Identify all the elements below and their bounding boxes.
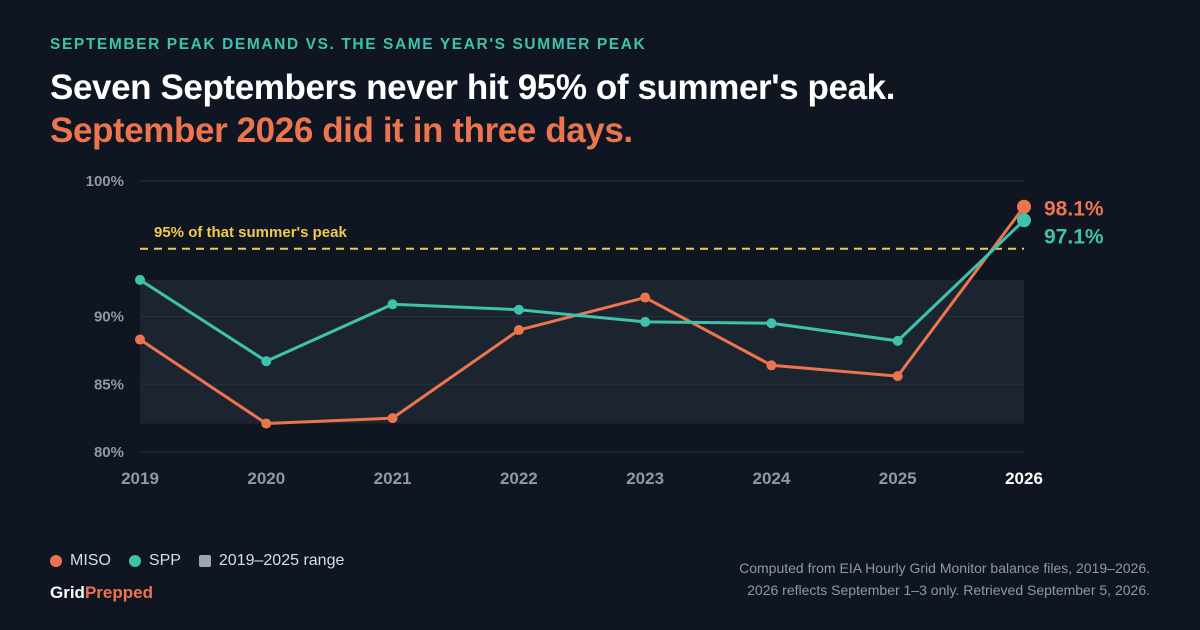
series-line-spp bbox=[138, 218, 1026, 363]
legend-swatch-range bbox=[198, 555, 211, 567]
y-tick-label-90: 90% bbox=[94, 309, 124, 326]
legend-swatch-spp bbox=[128, 555, 141, 567]
data-point-spp-2020 bbox=[261, 356, 272, 367]
footnote-line-1: Computed from EIA Hourly Grid Monitor ba… bbox=[739, 560, 1150, 576]
data-point-miso-2025 bbox=[892, 371, 903, 382]
y-tick-label-80: 80% bbox=[94, 444, 124, 461]
legend-item-range: 2019–2025 range bbox=[198, 552, 345, 570]
end-label-miso: 98.1% bbox=[1044, 198, 1104, 221]
x-tick-label-2024: 2024 bbox=[753, 469, 791, 488]
legend-label-miso: MISO bbox=[70, 552, 111, 569]
data-point-spp-2025 bbox=[892, 335, 903, 346]
end-label-spp: 97.1% bbox=[1044, 225, 1104, 248]
data-point-miso-2026 bbox=[1017, 199, 1031, 214]
data-point-miso-2024 bbox=[766, 360, 777, 371]
legend-label-range: 2019–2025 range bbox=[218, 552, 345, 569]
range-band bbox=[140, 279, 1024, 424]
y-tick-label-85: 85% bbox=[94, 376, 124, 393]
threshold-label: 95% of that summer's peak bbox=[154, 224, 347, 241]
x-tick-label-2022: 2022 bbox=[500, 469, 538, 488]
chart-kicker: SEPTEMBER PEAK DEMAND VS. THE SAME YEAR'… bbox=[50, 36, 647, 53]
data-point-spp-2026 bbox=[1017, 213, 1031, 228]
legend-item-miso: MISO bbox=[50, 552, 111, 570]
chart-headline: Seven Septembers never hit 95% of summer… bbox=[50, 66, 1150, 152]
data-point-spp-2022 bbox=[513, 304, 524, 315]
x-tick-label-2021: 2021 bbox=[374, 469, 412, 488]
data-point-miso-2019 bbox=[135, 334, 145, 345]
data-point-miso-2023 bbox=[640, 292, 651, 303]
data-point-spp-2023 bbox=[640, 316, 651, 327]
legend-label-spp: SPP bbox=[148, 552, 181, 569]
x-tick-label-2023: 2023 bbox=[626, 469, 664, 488]
data-point-spp-2024 bbox=[766, 318, 777, 329]
brand-logo: GridPrepped bbox=[50, 583, 153, 603]
y-tick-label-100: 100% bbox=[86, 173, 124, 190]
x-tick-label-2026: 2026 bbox=[1005, 469, 1043, 488]
legend-item-spp: SPP bbox=[128, 552, 181, 570]
source-footnote: Computed from EIA Hourly Grid Monitor ba… bbox=[739, 557, 1150, 601]
legend-swatch-miso bbox=[50, 555, 62, 567]
series-line-miso bbox=[138, 205, 1026, 426]
data-point-spp-2019 bbox=[135, 274, 145, 285]
x-tick-label-2025: 2025 bbox=[879, 469, 917, 488]
x-tick-label-2020: 2020 bbox=[247, 469, 285, 488]
footnote-line-2: 2026 reflects September 1–3 only. Retrie… bbox=[747, 582, 1150, 598]
data-point-miso-2020 bbox=[261, 418, 272, 429]
brand-logo-part-1: Grid bbox=[50, 583, 85, 602]
data-point-miso-2021 bbox=[387, 413, 398, 424]
data-point-miso-2022 bbox=[513, 325, 524, 336]
chart-legend: MISO SPP 2019–2025 range bbox=[50, 552, 344, 570]
headline-line-1: Seven Septembers never hit 95% of summer… bbox=[50, 68, 896, 107]
headline-line-2: September 2026 did it in three days. bbox=[50, 111, 633, 150]
brand-logo-part-2: Prepped bbox=[84, 583, 153, 602]
x-tick-label-2019: 2019 bbox=[121, 469, 159, 488]
data-point-spp-2021 bbox=[387, 299, 398, 310]
